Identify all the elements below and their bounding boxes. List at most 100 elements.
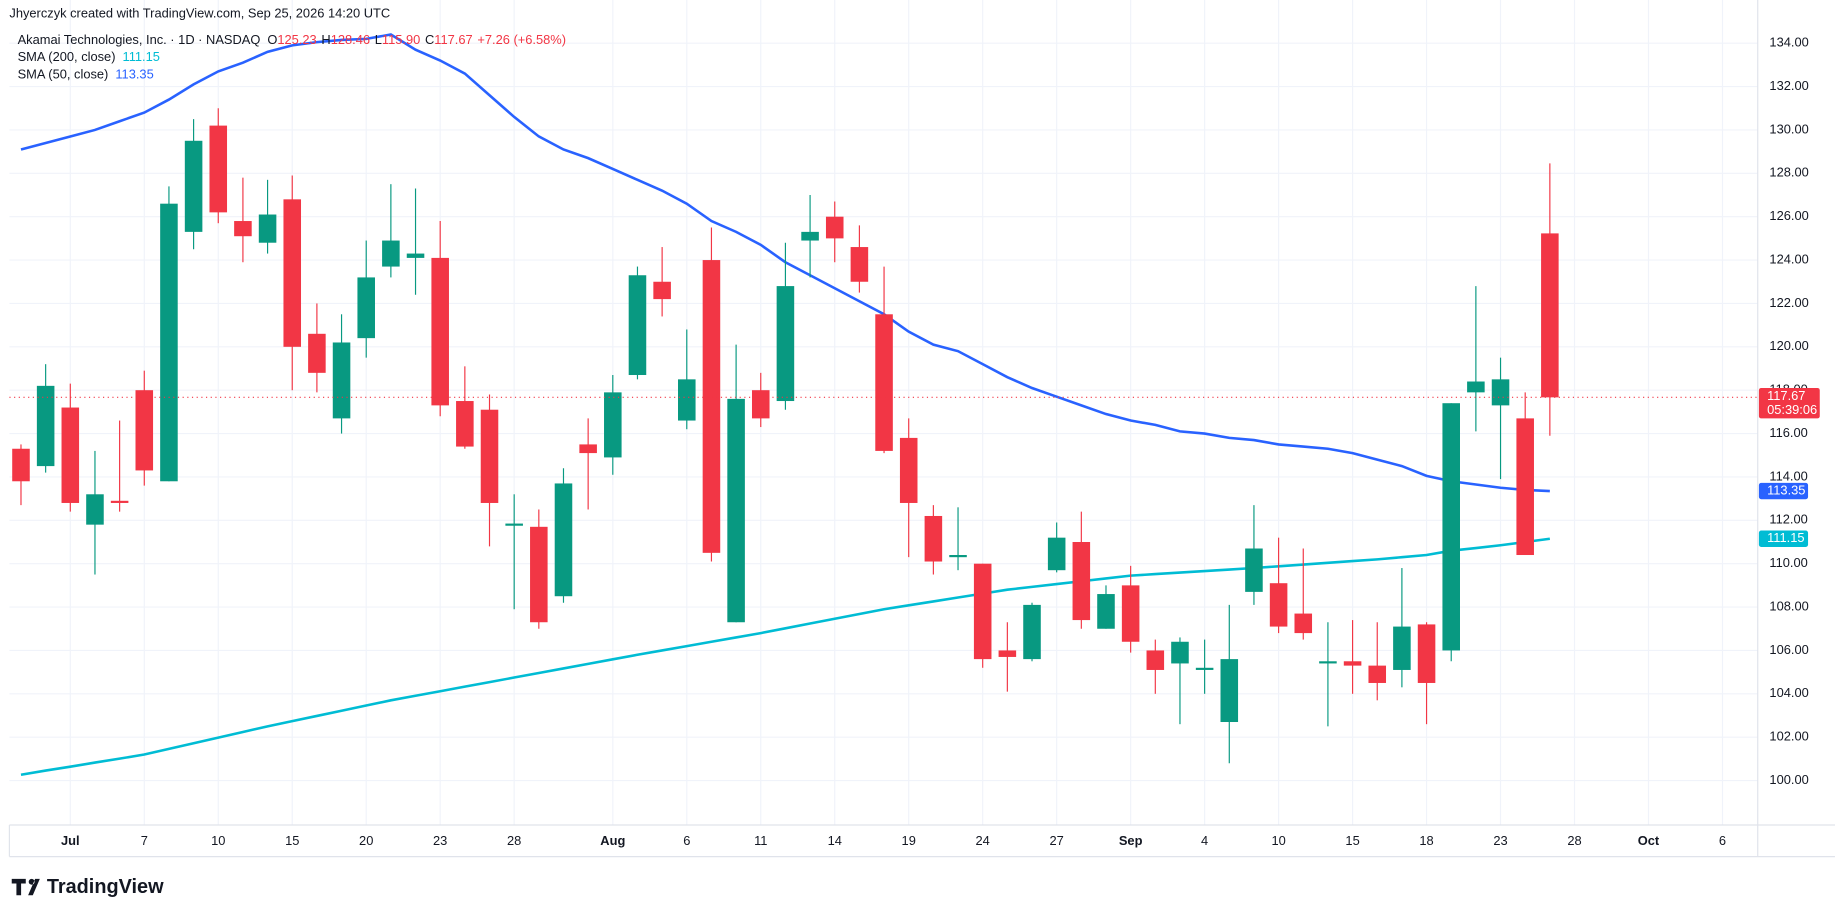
sma-name: SMA (200, close) [18,49,116,64]
x-tick-label: Sep [1119,833,1143,848]
candle-body [751,390,770,419]
logo-text: TradingView [47,876,164,898]
x-tick-label: 6 [683,833,690,848]
legend-sma200: SMA (200, close) 111.15 [18,49,160,64]
x-tick-label: 28 [1567,833,1581,848]
y-tick-label: 108.00 [1769,598,1808,613]
x-tick-label: 23 [433,833,447,848]
x-tick-label: 11 [754,833,767,848]
x-tick-label: 20 [359,833,373,848]
axes: 100.00 102.00 104.00 106.00 108.00 110.00 112.… [8,0,1835,858]
candle-body [160,203,178,482]
candle-body [1467,381,1485,393]
candle-body [1171,641,1189,664]
y-tick-label: 106.00 [1769,642,1808,657]
y-tick-label: 126.00 [1769,208,1808,223]
candle-body [678,379,696,421]
candle-body [604,392,622,458]
y-tick-label: 114.00 [1769,468,1807,483]
sma-value: 113.35 [115,67,153,82]
candle-body [1269,583,1288,627]
change: +7.26 (+6.58%) [477,32,566,47]
ohlc-key: O [267,32,277,47]
candle-body [1368,665,1387,683]
candle-body [1516,418,1534,556]
candle-body [86,494,104,525]
legend-symbol: Akamai Technologies, Inc. · 1D · NASDAQ O… [18,32,566,47]
candle-body [406,253,425,258]
candle-body [110,500,129,503]
last-price-label: 117.67 [1767,388,1805,403]
candle-body [899,437,918,503]
price-label-box [1758,482,1809,500]
candle-body [776,286,795,402]
y-tick-label: 100.00 [1769,772,1808,787]
y-tick-label: 112.00 [1769,512,1807,527]
x-tick-label: 19 [902,833,916,848]
candle-body [579,444,597,454]
candle-body [653,281,671,300]
x-tick-label: 15 [1345,833,1359,848]
candle-body [1146,650,1165,670]
candle-body [1121,585,1140,642]
candle-body [480,409,499,503]
candle-body [998,650,1017,657]
candle-body [554,483,573,597]
credit: Jhyerczyk created with TradingView.com, … [9,5,390,20]
y-tick-label: 132.00 [1769,78,1808,93]
candle-body [1245,548,1263,592]
candle-body [1319,661,1337,664]
candle-body [1220,659,1239,723]
ohlc-value: 117.67 [434,32,472,47]
candle-body [1343,661,1362,666]
candle-body [258,214,277,243]
y-tick-label: 102.00 [1769,729,1808,744]
candle-body [1047,537,1066,571]
x-tick-label: Oct [1638,833,1660,848]
candle-body [1195,667,1214,670]
x-tick-label: 18 [1419,833,1433,848]
candle-body [283,199,302,347]
candle-body [382,240,400,267]
candle-body [1072,542,1091,621]
x-tick-label: 14 [828,833,842,848]
candle-body [61,407,80,503]
sma-value: 111.15 [123,49,160,64]
candle-body [36,385,55,467]
candle-body [702,260,721,553]
x-tick-label: 24 [976,833,990,848]
candle-body [1417,624,1436,683]
candle-body [628,275,647,376]
x-tick-label: Aug [600,833,625,848]
candle-body [209,125,228,213]
candle-body [308,333,326,373]
y-tick-label: 104.00 [1769,685,1808,700]
candle-body [825,216,844,239]
candle-body [973,563,992,660]
candle-body [1023,604,1041,660]
ohlc-value: 125.23 [277,32,316,47]
candle-body [12,448,30,482]
candle-body [332,342,351,419]
y-tick-label: 116.00 [1769,425,1807,440]
candle-body [1294,613,1313,634]
x-tick-label: 23 [1493,833,1507,848]
candle-body [875,314,893,451]
x-tick-label: Jul [61,833,80,848]
y-tick-label: 120.00 [1769,338,1808,353]
ohlc-value: 115.90 [382,32,420,47]
price-label-box [1758,387,1820,419]
candle-body [850,247,869,282]
candle-body [1442,403,1460,651]
sma-axis-label: 113.35 [1767,482,1805,497]
ohlc-key: C [425,32,434,47]
logo-icon [11,878,40,896]
y-tick-label: 130.00 [1769,121,1808,136]
ohlc-value: 128.46 [331,32,370,47]
sma-name: SMA (50, close) [18,67,109,82]
candle-body [505,523,523,526]
symbol: Akamai Technologies, Inc. · 1D · NASDAQ [18,32,261,47]
x-tick-label: 28 [507,833,521,848]
